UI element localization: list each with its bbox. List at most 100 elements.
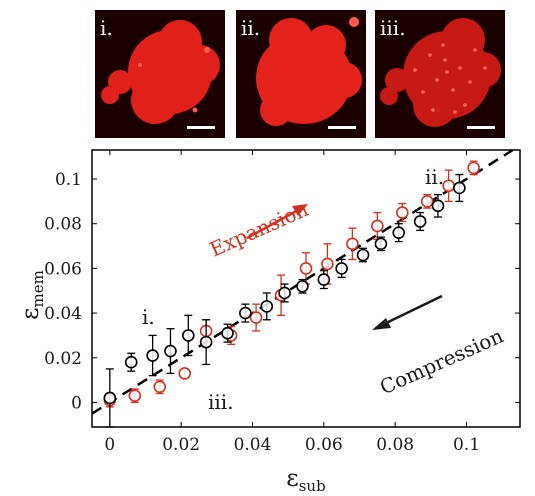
x-axis-label: εsub: [286, 464, 325, 495]
marker: [442, 179, 455, 193]
y-tick-label: 0.1: [55, 170, 82, 190]
data-point: [356, 247, 370, 263]
expansion-arrowhead: [292, 204, 308, 216]
data-point: [249, 303, 263, 332]
data-points: [103, 160, 480, 428]
compression-label: Compression: [376, 323, 507, 399]
y-tick-label: 0.04: [44, 304, 82, 324]
data-point: [178, 367, 192, 380]
compression-arrowhead: [372, 318, 391, 330]
x-axis-ticks: 0 0.02 0.04 0.06 0.08 0.1: [104, 150, 480, 455]
data-point: [164, 328, 177, 375]
fit-line-layer: [91, 148, 514, 415]
y-axis-label: εmem: [16, 270, 47, 320]
data-point: [467, 160, 480, 176]
marker: [321, 257, 334, 271]
y-tick-label: 0: [71, 393, 82, 413]
marker: [371, 219, 384, 233]
data-point: [371, 211, 384, 241]
data-point: [260, 292, 274, 321]
data-point: [413, 211, 427, 232]
data-point: [103, 368, 117, 428]
scale-bar: [328, 126, 356, 129]
marker: [153, 380, 167, 394]
marker: [453, 181, 466, 195]
data-point: [431, 194, 445, 218]
x-tick-label: 0: [104, 435, 115, 455]
marker: [335, 262, 348, 275]
marker: [164, 344, 177, 358]
marker: [124, 355, 138, 369]
micrograph-image-i: [95, 10, 225, 138]
micrograph-panel-i: i.: [95, 10, 225, 138]
micrograph-image-ii: [236, 10, 366, 138]
x-tick-label: 0.08: [376, 435, 414, 455]
expansion-arrow: [246, 207, 301, 240]
marker: [128, 389, 142, 403]
scale-bar: [187, 126, 215, 129]
panel-label: iii.: [380, 16, 406, 40]
x-tick-label: 0.02: [162, 435, 200, 455]
marker: [260, 300, 274, 313]
data-point: [146, 334, 159, 377]
micrograph-image-iii: [375, 10, 505, 138]
panel-label: ii.: [241, 16, 261, 40]
marker: [199, 335, 213, 349]
state-label-i: i.: [142, 305, 155, 329]
marker: [239, 306, 252, 320]
marker: [420, 195, 434, 208]
marker: [317, 273, 331, 286]
marker: [296, 279, 309, 293]
data-point: [124, 352, 138, 372]
y-tick-label: 0.06: [44, 259, 82, 279]
marker: [395, 206, 409, 219]
y-axis-ticks: 0 0.02 0.04 0.06 0.08 0.1: [44, 170, 520, 413]
marker: [146, 349, 159, 362]
data-point: [335, 258, 348, 278]
marker: [299, 262, 313, 275]
compression-arrow: [381, 294, 443, 327]
data-point: [317, 269, 331, 290]
marker: [178, 367, 192, 380]
fit-line: [91, 148, 514, 415]
y-tick-label: 0.08: [44, 215, 82, 235]
marker: [431, 199, 445, 213]
data-point: [374, 236, 388, 252]
marker: [413, 215, 427, 228]
marker: [278, 286, 291, 300]
y-tick-label: 0.02: [44, 349, 82, 369]
state-label-ii: ii.: [425, 165, 444, 189]
marker: [249, 311, 263, 324]
plot-frame: [91, 149, 521, 428]
x-tick-label: 0.04: [234, 435, 272, 455]
data-point: [442, 169, 455, 203]
data-point: [296, 278, 309, 294]
data-point: [221, 323, 234, 343]
data-point: [199, 319, 213, 366]
data-point: [153, 379, 167, 395]
marker: [221, 326, 234, 340]
x-tick-label: 0.06: [305, 435, 343, 455]
marker: [346, 237, 359, 251]
marker: [182, 329, 195, 342]
data-point: [346, 227, 359, 261]
data-point: [392, 223, 406, 243]
marker: [467, 161, 480, 175]
state-label-iii: iii.: [208, 390, 234, 414]
data-point: [182, 314, 195, 357]
data-point: [128, 388, 142, 404]
panel-label: i.: [100, 16, 113, 40]
marker: [356, 248, 370, 262]
data-point: [239, 303, 252, 323]
marker: [103, 391, 117, 405]
data-point: [420, 194, 434, 209]
data-point: [453, 173, 466, 203]
micrograph-panel-ii: ii.: [236, 10, 366, 138]
marker: [392, 226, 406, 239]
x-tick-label: 0.1: [453, 435, 480, 455]
data-point: [278, 283, 291, 303]
scale-bar: [467, 126, 495, 129]
marker: [374, 237, 388, 251]
micrograph-panel-iii: iii.: [375, 10, 505, 138]
